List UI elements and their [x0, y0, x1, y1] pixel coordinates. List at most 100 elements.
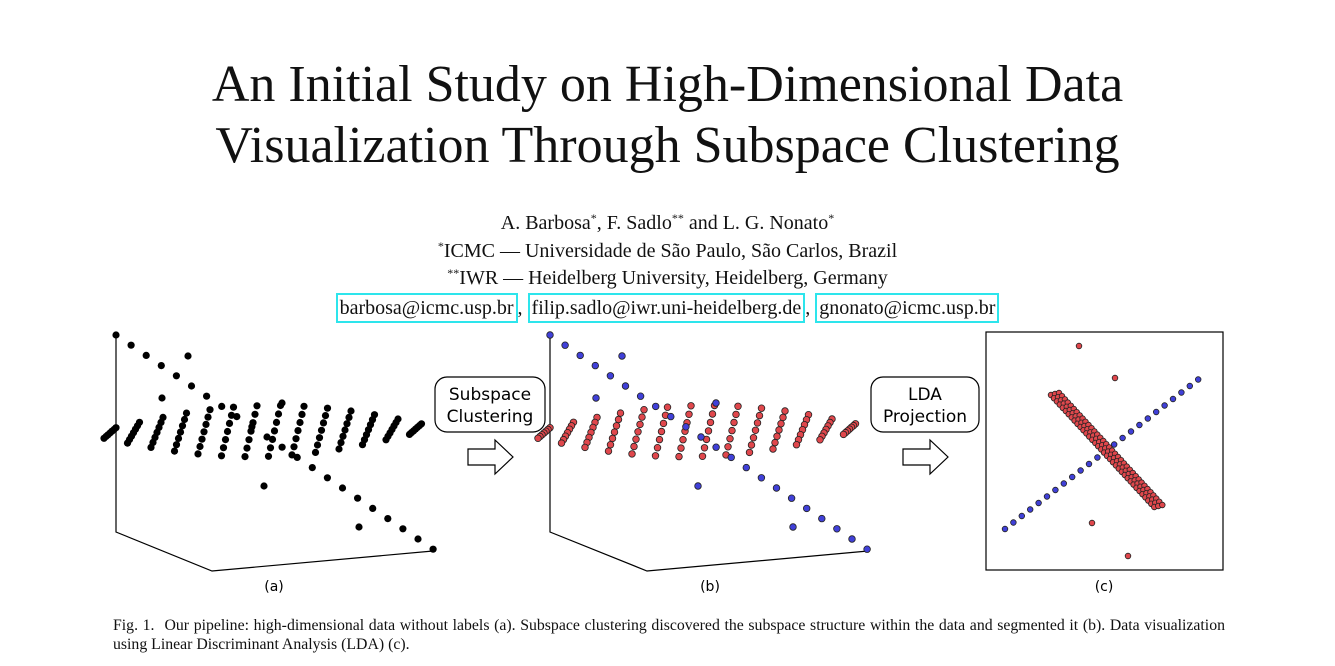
outlier-point — [355, 523, 363, 531]
outlier-point — [789, 523, 797, 531]
plane-point — [339, 432, 347, 440]
line-point — [591, 361, 599, 370]
arrow-right-icon — [902, 438, 949, 476]
projected-outlier-point — [1124, 552, 1132, 560]
plane-point — [638, 413, 646, 421]
projected-line-point — [1085, 460, 1093, 468]
line-point — [384, 515, 392, 523]
plane-point — [174, 434, 183, 442]
author-block: A. Barbosa*, F. Sadlo** and L. G. Nonato… — [0, 210, 1335, 323]
plane-point — [604, 447, 613, 455]
projected-outlier-point — [1111, 374, 1119, 382]
panel-b-points — [534, 331, 871, 553]
email-link-barbosa[interactable]: barbosa@icmc.usp.br — [335, 292, 518, 323]
plane-point — [292, 435, 300, 443]
projected-line-point — [1178, 389, 1185, 396]
step-box — [434, 376, 546, 433]
plane-point — [792, 441, 801, 449]
step-subspace-clustering: Subspace Clustering — [434, 376, 546, 476]
projected-line-point — [1026, 506, 1034, 513]
plane-point — [734, 402, 742, 410]
line-point — [757, 474, 766, 482]
projected-line-point — [1077, 467, 1084, 474]
plane-point — [606, 441, 615, 449]
email-link-nonato[interactable]: gnonato@icmc.usp.br — [815, 292, 1000, 323]
plane-point — [616, 409, 625, 417]
plane-point — [311, 448, 320, 456]
plane-point — [640, 406, 648, 414]
plane-point — [704, 427, 713, 435]
line-point — [278, 443, 286, 451]
author-names: A. Barbosa*, F. Sadlo** and L. G. Nonato… — [500, 211, 835, 234]
panel-label-c: (c) — [1095, 579, 1114, 595]
projected-line-point — [1144, 415, 1151, 422]
line-point — [636, 392, 645, 400]
projected-line-point — [1018, 512, 1025, 520]
panel-c-lda-projection — [985, 331, 1224, 571]
affiliation-1: *ICMC — Universidade de São Paulo, São C… — [437, 238, 898, 262]
line-point — [233, 413, 241, 421]
line-point — [293, 453, 301, 461]
plane-point — [628, 450, 636, 458]
plane-point — [698, 452, 707, 460]
plane-point — [202, 420, 210, 428]
projected-line-point — [1136, 421, 1143, 429]
plane-point — [253, 402, 261, 410]
step-lda-projection: LDA Projection — [870, 376, 980, 476]
panel-a-axes — [115, 336, 434, 572]
projected-outlier-point — [1075, 342, 1083, 350]
outlier-point — [260, 482, 268, 490]
plane-point — [358, 441, 367, 449]
plane-point — [268, 435, 277, 443]
projected-line-point — [1152, 408, 1160, 416]
projected-line-point — [1186, 382, 1193, 390]
line-point — [429, 545, 437, 553]
plane-point — [663, 403, 672, 411]
plane-point — [608, 434, 617, 443]
plane-point — [753, 419, 762, 427]
plane-point — [147, 443, 155, 451]
plane-point — [653, 444, 662, 452]
plane-point — [245, 436, 253, 444]
plane-point — [343, 420, 351, 428]
projected-line-point — [1169, 395, 1177, 403]
plane-point — [198, 435, 206, 443]
step-box — [870, 376, 980, 433]
plane-point — [687, 402, 695, 410]
plane-point — [675, 452, 683, 461]
plane-point — [294, 427, 302, 435]
plane-point — [180, 415, 189, 424]
projected-line-point — [1094, 454, 1101, 461]
plane-point — [221, 436, 230, 444]
plane-point — [382, 436, 390, 444]
projected-line-point — [1161, 402, 1168, 409]
plane-point — [745, 448, 754, 457]
plane-point — [700, 444, 709, 452]
email-link-sadlo[interactable]: filip.sadlo@iwr.uni-heidelberg.de — [527, 292, 806, 323]
line-point — [354, 494, 362, 502]
plane-point — [272, 418, 281, 426]
outlier-point — [592, 394, 600, 402]
plane-point — [755, 411, 764, 420]
plane-point — [172, 441, 181, 449]
line-point — [848, 535, 856, 543]
plane-point — [724, 443, 732, 451]
line-point — [833, 525, 841, 533]
line-point — [338, 484, 347, 492]
plane-point — [779, 413, 787, 422]
plane-point — [225, 419, 234, 427]
plane-point — [769, 445, 777, 453]
line-point — [248, 423, 256, 431]
plane-point — [726, 435, 734, 443]
plane-point — [300, 402, 308, 410]
projected-line-point — [1068, 473, 1076, 481]
plane-point — [313, 441, 322, 449]
projected-plane-point — [1159, 501, 1166, 509]
line-point — [399, 525, 407, 533]
plane-point — [219, 444, 228, 452]
plane-point — [200, 428, 208, 436]
step-label-line-2: Projection — [883, 407, 967, 427]
line-point — [323, 474, 331, 482]
plane-point — [341, 426, 349, 434]
line-point — [697, 433, 705, 441]
